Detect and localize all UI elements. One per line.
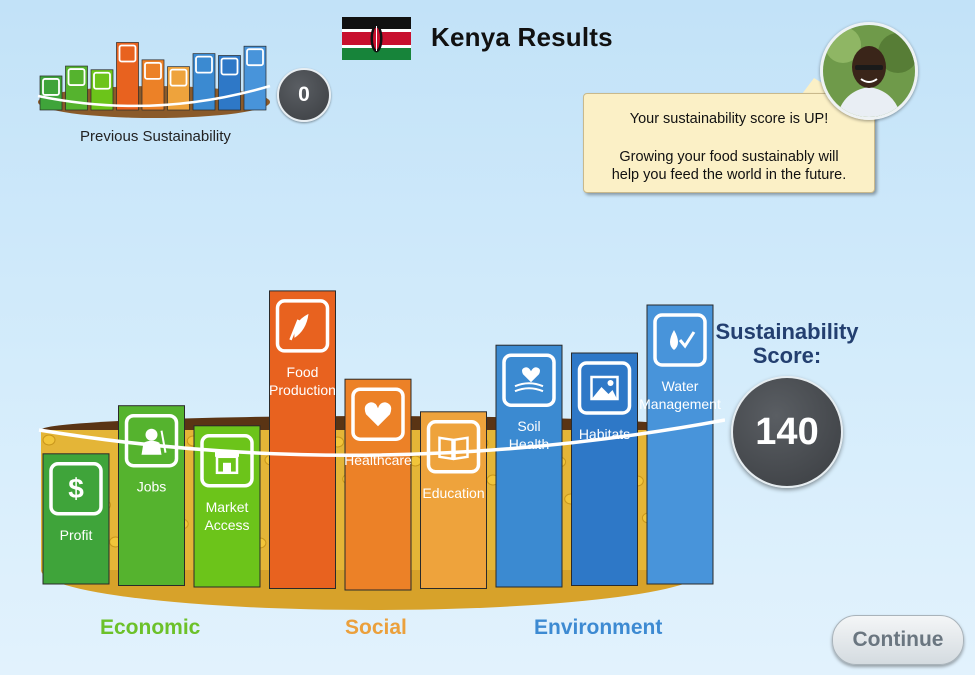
previous-bar	[167, 66, 190, 111]
bar-label: Access	[204, 517, 249, 533]
soil-heart-icon	[502, 353, 556, 407]
speech-line-3: help you feed the world in the future.	[611, 167, 847, 183]
soil-heart-icon	[195, 55, 213, 74]
bar-education[interactable]: Education	[420, 411, 487, 589]
sustainability-score-badge: 140	[731, 376, 843, 488]
heart-icon	[144, 61, 162, 80]
category-social: Social	[345, 616, 407, 639]
landscape-icon	[220, 57, 239, 76]
category-environment: Environment	[534, 616, 663, 639]
bar-label: Water	[662, 378, 699, 394]
bar-fill	[646, 304, 714, 585]
bar-label: Production	[269, 382, 336, 398]
kenya-flag-icon	[342, 17, 411, 60]
svg-text:$: $	[68, 473, 84, 504]
heart-icon	[351, 387, 405, 441]
bar-label: Education	[422, 485, 484, 501]
bar-healthcare[interactable]: Healthcare	[344, 378, 412, 591]
sustainability-score-title: Sustainability Score:	[712, 320, 862, 368]
previous-bar	[243, 45, 267, 111]
corn-kernel	[42, 434, 56, 446]
score-title-line-2: Score:	[752, 343, 822, 368]
bar-label: Profit	[60, 527, 93, 543]
page-title: Kenya Results	[431, 22, 613, 52]
dollar-icon	[42, 78, 60, 96]
sustainability-bar-chart: $ Profit Jobs Market Access Food Production Hea…	[38, 290, 725, 610]
landscape-icon	[577, 361, 632, 415]
water-drop-check-icon	[653, 313, 707, 367]
continue-button[interactable]: Continue	[832, 615, 964, 665]
previous-score-badge: 0	[277, 68, 331, 122]
bar-label: Jobs	[137, 479, 167, 495]
score-title-line-1: Sustainability	[715, 319, 859, 344]
category-economic: Economic	[100, 616, 201, 639]
market-stall-icon	[93, 71, 111, 90]
bar-fill	[495, 344, 563, 588]
bar-label: Market	[206, 499, 249, 515]
bar-label: Food	[287, 364, 319, 380]
market-stall-icon	[200, 434, 254, 488]
bar-food-production[interactable]: Food Production	[269, 290, 336, 590]
bar-fill	[269, 290, 336, 590]
worker-icon	[67, 68, 86, 86]
bar-jobs[interactable]: Jobs	[118, 405, 185, 586]
bar-habitats[interactable]: Habitats	[571, 352, 638, 586]
dollar-icon: $	[49, 462, 103, 516]
water-drop-check-icon	[246, 48, 264, 67]
bar-label: Soil	[517, 418, 540, 434]
food-leaf-icon	[275, 299, 330, 353]
previous-bar	[90, 69, 114, 111]
speech-bubble: Your sustainability score is UP! Growing…	[583, 93, 875, 193]
previous-sustainability-label: Previous Sustainability	[80, 128, 231, 145]
book-icon	[169, 68, 188, 87]
speech-line-2: Growing your food sustainably will	[619, 149, 839, 165]
previous-bar	[192, 53, 216, 111]
previous-bar	[39, 75, 63, 111]
book-icon	[426, 420, 481, 474]
bar-profit[interactable]: $ Profit	[42, 453, 110, 585]
speech-line-1: Your sustainability score is UP!	[629, 111, 829, 127]
previous-sustainability-chart	[37, 42, 271, 118]
bar-fill	[571, 352, 638, 586]
previous-bar	[141, 59, 165, 111]
food-leaf-icon	[118, 44, 137, 63]
bar-fill	[42, 453, 110, 585]
bar-water-management[interactable]: Water Management	[639, 304, 721, 585]
previous-bar	[116, 42, 139, 111]
bar-label: Management	[639, 396, 721, 412]
advisor-avatar	[820, 22, 918, 120]
previous-bar	[65, 65, 88, 111]
